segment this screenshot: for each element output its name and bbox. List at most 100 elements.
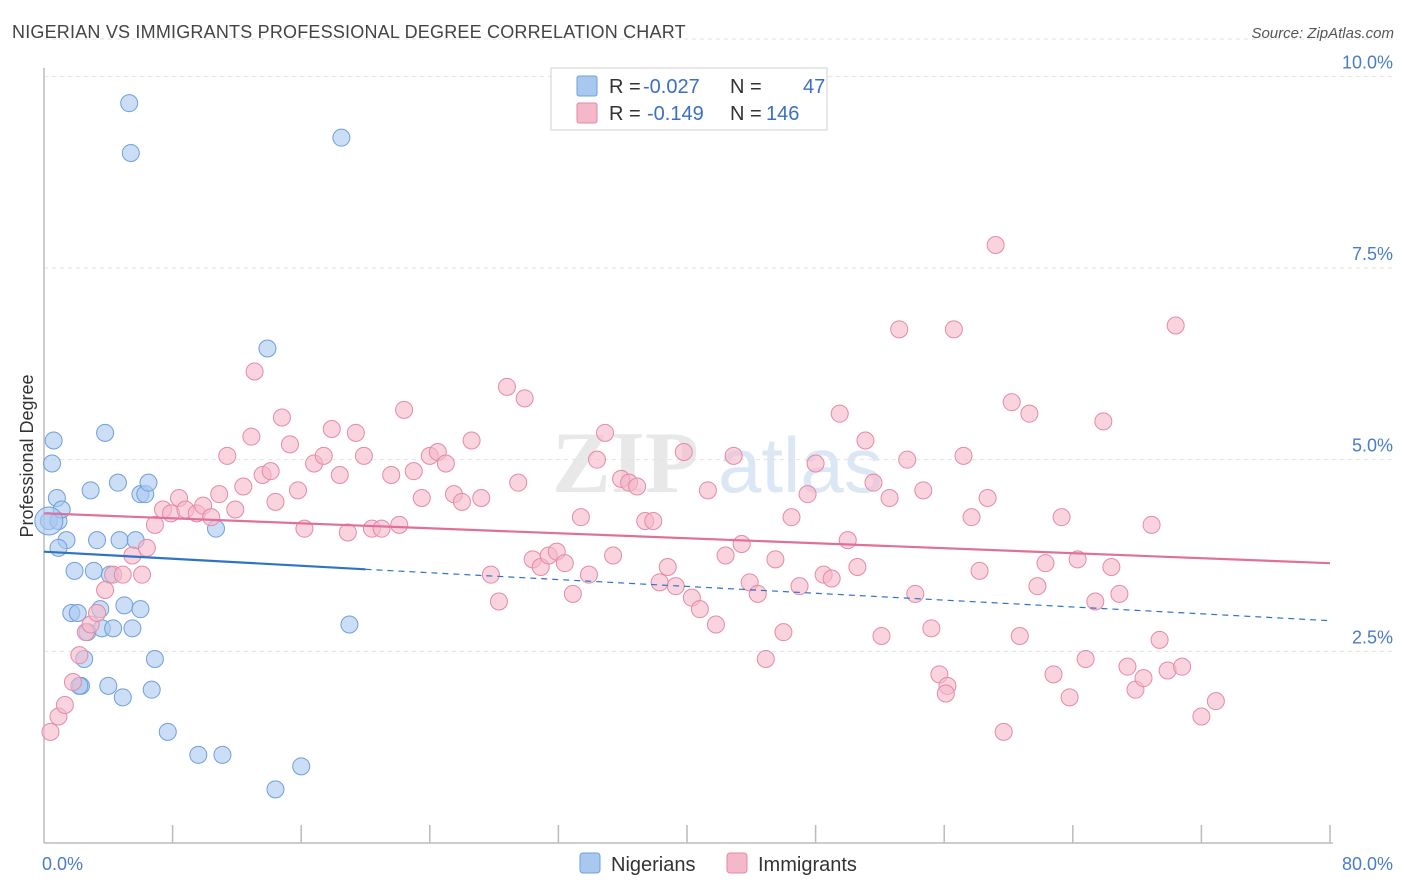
legend-r-value-immigrants: -0.149 — [647, 103, 704, 125]
immigrants-point — [596, 423, 615, 442]
immigrants-point — [914, 481, 933, 500]
immigrants-point — [1010, 627, 1029, 645]
immigrants-point — [1150, 630, 1169, 649]
legend-r-value-nigerians: -0.027 — [643, 76, 700, 98]
chart-source: Source: ZipAtlas.com — [1251, 25, 1394, 42]
immigrants-point — [690, 600, 709, 619]
y-tick-label: 7.5% — [1352, 244, 1393, 264]
nigerians-point — [121, 144, 140, 162]
immigrants-point — [644, 512, 663, 530]
nigerians-point — [258, 339, 277, 358]
nigerians-point — [142, 680, 161, 699]
immigrants-point — [1118, 657, 1137, 676]
immigrants-point — [63, 673, 82, 691]
immigrants-point — [346, 423, 365, 442]
immigrants-point — [322, 420, 341, 438]
immigrants-point — [452, 492, 471, 511]
x-tick-label-max: 80.0% — [1342, 854, 1393, 874]
nigerians-point — [104, 619, 123, 638]
immigrants-point — [1206, 692, 1225, 711]
nigerians-point — [123, 619, 142, 638]
immigrants-point — [1166, 316, 1185, 335]
legend-swatch-immigrants — [576, 102, 598, 124]
immigrants-point — [390, 515, 409, 534]
series-legend-swatch-nigerians — [579, 852, 601, 874]
immigrants-point — [716, 546, 735, 565]
immigrants-point — [145, 515, 164, 534]
nigerians-point — [84, 561, 103, 580]
immigrants-point — [674, 443, 693, 461]
immigrants-point — [261, 462, 280, 481]
legend-n-label-nigerians: N = — [730, 76, 762, 98]
immigrants-point — [898, 450, 917, 469]
immigrants-point — [404, 462, 423, 481]
nigerians-point — [115, 596, 134, 615]
immigrants-point — [1142, 515, 1161, 534]
nigerians-point — [99, 676, 118, 695]
y-axis-title: Professional Degree — [17, 374, 37, 537]
immigrants-point — [234, 477, 253, 496]
immigrants-point — [706, 615, 725, 634]
immigrants-point — [748, 584, 767, 603]
nigerians-trend-line-projection — [365, 568, 1331, 622]
immigrants-point — [848, 558, 867, 576]
immigrants-point — [481, 565, 500, 584]
nigerians-point — [332, 128, 351, 147]
x-tick-label-min: 0.0% — [42, 854, 83, 874]
immigrants-point — [133, 565, 152, 584]
immigrants-point — [724, 446, 743, 465]
immigrants-point — [782, 508, 801, 527]
y-tick-label: 5.0% — [1352, 436, 1393, 456]
immigrants-point — [756, 650, 775, 668]
nigerians-points — [34, 94, 359, 799]
immigrants-point — [922, 619, 941, 638]
nigerians-point — [113, 688, 132, 707]
immigrants-point — [288, 481, 307, 500]
immigrants-point — [245, 362, 264, 381]
immigrants-point — [1002, 393, 1021, 412]
immigrants-point — [462, 431, 481, 450]
immigrants-point — [1052, 508, 1071, 527]
watermark-zip: ZIP — [552, 415, 699, 512]
immigrants-point — [944, 320, 963, 339]
legend-r-label-immigrants: R = — [609, 103, 641, 125]
nigerians-point — [81, 481, 100, 500]
immigrants-point — [202, 508, 221, 527]
series-legend-label-nigerians: Nigerians — [611, 854, 695, 876]
immigrants-point — [515, 389, 534, 408]
immigrants-point — [280, 435, 299, 454]
immigrants-point — [806, 454, 825, 473]
immigrants-point — [210, 485, 229, 504]
nigerians-point — [213, 745, 232, 764]
legend-swatch-nigerians — [576, 75, 598, 97]
immigrants-point — [954, 446, 973, 465]
immigrants-point — [838, 531, 857, 550]
immigrants-point — [880, 489, 899, 507]
y-axis-labels: 2.5% 5.0% 7.5% 10.0% — [1342, 52, 1393, 647]
immigrants-point — [1173, 657, 1192, 676]
nigerians-point — [110, 531, 129, 550]
immigrants-point — [1068, 550, 1087, 569]
immigrants-point — [1044, 665, 1063, 684]
immigrants-point — [587, 450, 606, 469]
immigrants-point — [436, 454, 455, 473]
nigerians-point — [68, 604, 87, 622]
immigrants-point — [1110, 584, 1129, 603]
immigrants-point — [1094, 412, 1113, 431]
immigrants-point — [604, 546, 623, 565]
legend-n-label-immigrants: N = — [730, 103, 762, 125]
immigrants-point — [41, 722, 60, 741]
nigerians-point — [131, 600, 150, 619]
immigrants-point — [218, 446, 237, 465]
immigrants-point — [372, 519, 391, 538]
immigrants-point — [732, 535, 751, 553]
immigrants-point — [906, 584, 925, 603]
nigerians-point — [34, 506, 64, 536]
immigrants-point — [509, 473, 528, 492]
nigerians-point — [65, 561, 84, 580]
nigerians-point — [96, 423, 115, 442]
nigerians-point — [120, 94, 139, 113]
nigerians-point — [189, 745, 208, 764]
immigrants-point — [382, 466, 401, 484]
